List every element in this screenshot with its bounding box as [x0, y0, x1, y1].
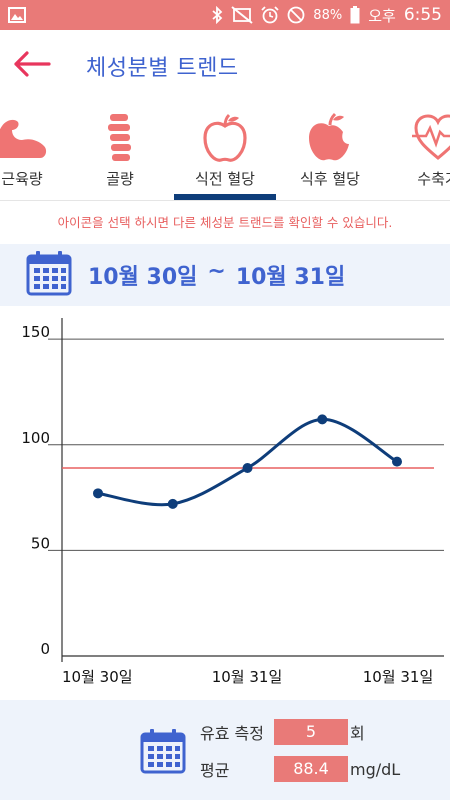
alarm-icon	[261, 6, 279, 24]
date-range-text[interactable]: 10월 30일 ~ 10월 31일	[88, 259, 345, 291]
average-label: 평균	[200, 761, 230, 780]
x-tick-label: 10월 31일	[363, 668, 434, 686]
status-ampm: 오후	[368, 6, 396, 25]
tab-fasting-glucose-label: 식전 혈당	[195, 170, 255, 188]
valid-count-value: 5	[274, 719, 348, 745]
date-start: 10월 30일	[88, 265, 198, 290]
battery-percent: 88%	[313, 7, 343, 23]
mute-icon	[231, 6, 253, 24]
valid-count-row: 유효 측정 5 회	[200, 719, 365, 745]
status-bar: 88% 오후 6:55	[0, 0, 450, 30]
muscle-icon	[0, 112, 52, 166]
gallery-notification-icon	[8, 7, 26, 23]
battery-icon	[350, 6, 360, 24]
page-title: 체성분별 트렌드	[86, 56, 239, 81]
date-end: 10월 31일	[235, 265, 346, 290]
series-line	[97, 417, 398, 507]
trend-chart: 0 50 100 150 10월 30일 10월 31일 10월 31일	[0, 306, 450, 700]
selected-tab-indicator	[174, 194, 276, 200]
summary-calendar-icon	[140, 728, 186, 778]
average-row: 평균 88.4 mg/dL	[200, 756, 400, 782]
y-tick-label: 0	[40, 640, 50, 658]
calendar-icon	[26, 250, 72, 300]
arrow-left-icon	[13, 51, 51, 81]
trend-chart-svg: 0 50 100 150 10월 30일 10월 31일 10월 31일	[21, 318, 444, 686]
tab-fasting-glucose[interactable]: 식전 혈당	[175, 108, 275, 202]
average-value: 88.4	[274, 756, 348, 782]
x-tick-label: 10월 31일	[212, 668, 283, 686]
average-unit: mg/dL	[350, 759, 401, 779]
tab-postmeal-glucose[interactable]: 식후 혈당	[280, 108, 380, 202]
tab-systolic-label: 수축기	[417, 170, 450, 188]
date-separator: ~	[207, 259, 226, 284]
data-point	[242, 462, 253, 473]
y-tick-label: 50	[31, 534, 50, 552]
tabs-divider	[0, 200, 450, 201]
trend-tabs: 근육량 골량 식전 혈당	[0, 108, 450, 202]
x-tick-label: 10월 30일	[62, 668, 133, 686]
date-range-bar: 10월 30일 ~ 10월 31일	[0, 244, 450, 306]
y-tick-label: 100	[21, 429, 50, 447]
hint-text: 아이콘을 선택 하시면 다른 체성분 트랜드를 확인할 수 있습니다.	[57, 215, 393, 230]
y-tick-label: 150	[21, 323, 50, 341]
data-point	[317, 414, 328, 425]
tab-postmeal-glucose-label: 식후 혈당	[300, 170, 360, 188]
do-not-disturb-icon	[287, 6, 305, 24]
tab-muscle[interactable]: 근육량	[0, 108, 72, 202]
app-header: 체성분별 트렌드	[0, 30, 450, 102]
data-point	[93, 488, 103, 499]
heart-pulse-icon	[412, 112, 450, 166]
apple-outline-icon	[201, 112, 249, 168]
tab-muscle-label: 근육량	[1, 170, 43, 188]
status-time: 6:55	[403, 5, 442, 25]
valid-count-unit: 회	[350, 724, 365, 743]
summary-panel: 유효 측정 5 회 평균 88.4 mg/dL	[0, 700, 450, 800]
tab-bone-label: 골량	[106, 170, 134, 188]
data-point	[392, 456, 402, 467]
data-point	[167, 498, 178, 509]
tab-systolic[interactable]: 수축기	[388, 108, 450, 202]
back-button[interactable]	[0, 30, 64, 102]
valid-count-label: 유효 측정	[200, 724, 264, 743]
bluetooth-icon	[211, 6, 223, 24]
spine-icon	[100, 112, 140, 168]
apple-bitten-icon	[305, 112, 355, 168]
tab-bone[interactable]: 골량	[70, 108, 170, 202]
